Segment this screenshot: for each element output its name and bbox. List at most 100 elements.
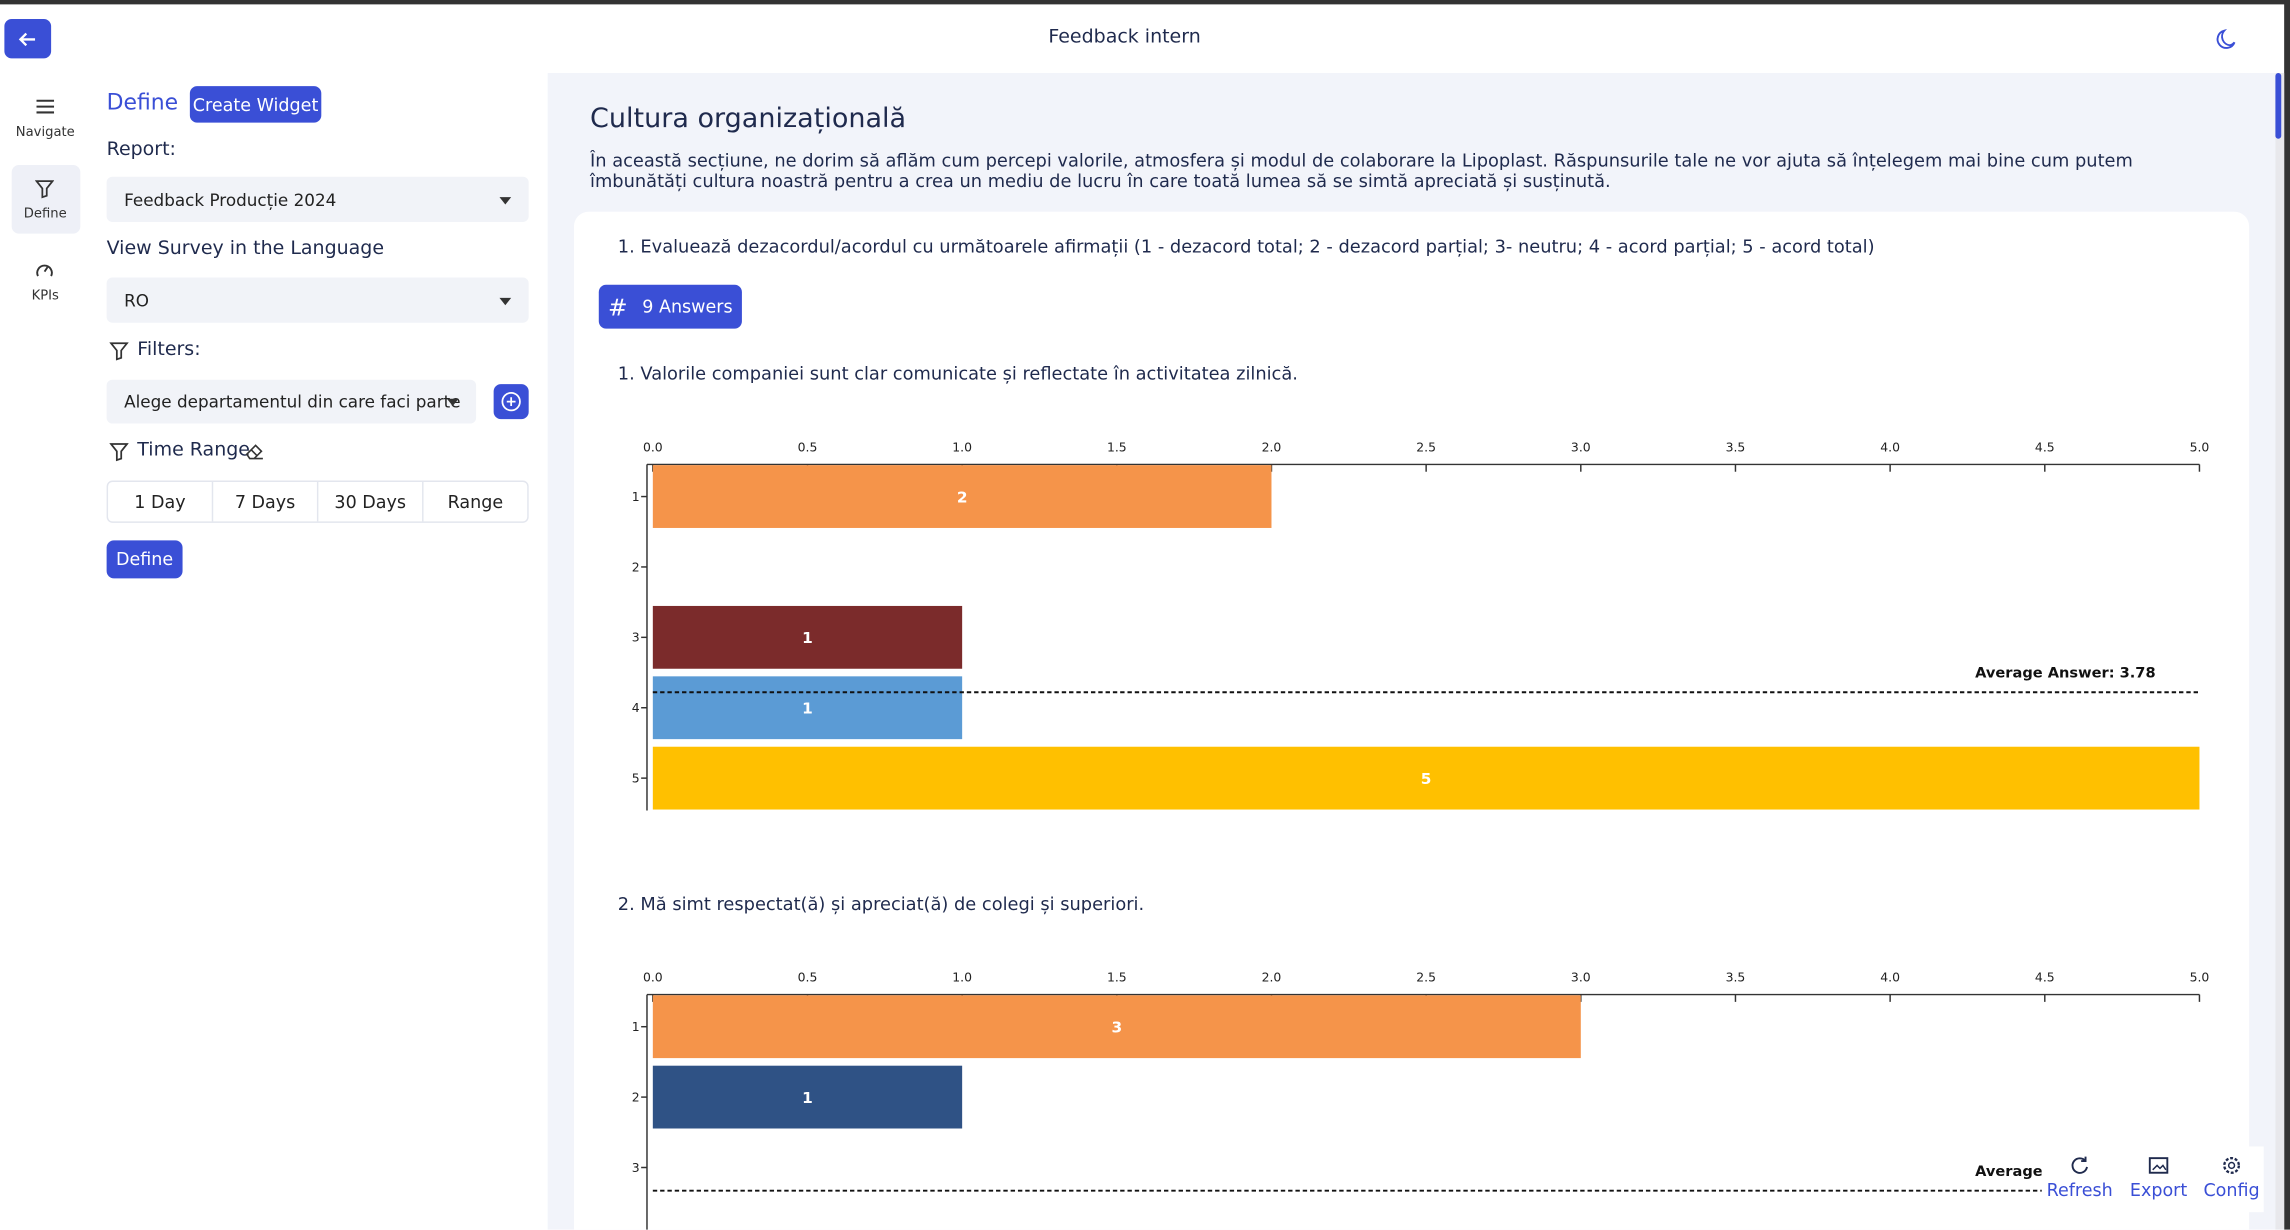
back-icon	[18, 32, 36, 46]
y-tick-label: 1	[632, 1019, 640, 1034]
chart-title: 2. Mă simt respectat(ă) și apreciat(ă) d…	[618, 894, 1144, 915]
x-tick-label: 5.0	[2190, 969, 2210, 984]
x-tick-label: 2.5	[1416, 969, 1436, 984]
bar-label: 1	[802, 629, 813, 647]
section-description: În această secțiune, ne dorim să aflăm c…	[590, 150, 2133, 192]
x-tick-label: 0.5	[798, 439, 818, 454]
x-tick-label: 4.5	[2035, 439, 2055, 454]
question-text: 1. Evaluează dezacordul/acordul cu următ…	[617, 236, 1875, 258]
section-title: Cultura organizațională	[590, 103, 907, 135]
y-tick-label: 2	[632, 1089, 640, 1104]
time-option[interactable]: 30 Days	[318, 481, 424, 522]
x-tick-label: 4.5	[2035, 969, 2055, 984]
plus-icon	[501, 391, 521, 412]
window-border	[2284, 0, 2290, 1230]
nav-item[interactable]: Define	[23, 207, 67, 222]
filter-icon	[109, 443, 129, 462]
panel-title: Define	[106, 89, 179, 116]
nav-item[interactable]: Navigate	[15, 125, 75, 141]
x-tick-label: 0.5	[798, 969, 818, 984]
export-icon	[2148, 1157, 2169, 1174]
y-tick-label: 1	[632, 489, 640, 504]
y-tick-label: 3	[632, 630, 640, 645]
report-select[interactable]: Feedback Producție 2024	[106, 176, 529, 222]
report-label: Report:	[106, 138, 176, 161]
x-tick-label: 1.5	[1107, 969, 1127, 984]
bar	[652, 465, 1272, 528]
time-option[interactable]: Range	[447, 491, 504, 512]
bar	[652, 995, 1581, 1059]
time-option[interactable]: 7 Days	[213, 481, 319, 522]
select-value: Feedback Producție 2024	[124, 189, 337, 210]
language-label: View Survey in the Language	[106, 238, 385, 260]
scroll-thumb[interactable]	[2275, 73, 2282, 139]
x-tick-label: 1.0	[952, 439, 972, 454]
bar	[652, 676, 963, 740]
bar-label: 5	[1421, 770, 1432, 788]
x-tick-label: 0.0	[643, 969, 663, 984]
bar-label: 2	[957, 488, 968, 506]
refresh-button[interactable]: Refresh	[2042, 1146, 2118, 1212]
y-tick-label: 2	[632, 559, 640, 574]
answers-button[interactable]: #9 Answers	[598, 284, 742, 329]
y-tick-label: 5	[632, 771, 640, 786]
hash-icon: #	[608, 292, 628, 321]
x-tick-label: 2.0	[1262, 439, 1282, 454]
toolbar: Refresh Export Config	[2041, 1146, 2264, 1213]
nav-active-bg	[11, 165, 81, 234]
back-button[interactable]	[4, 18, 52, 59]
nav-item[interactable]: KPIs	[31, 289, 59, 304]
config-button[interactable]: Config	[2199, 1146, 2263, 1212]
x-tick-label: 4.0	[1880, 439, 1900, 454]
select-value: RO	[124, 289, 150, 311]
define-button[interactable]: Define	[106, 540, 183, 579]
toolbar-label: Export	[2129, 1180, 2188, 1201]
clear-icon[interactable]	[244, 441, 264, 461]
bar	[652, 1065, 963, 1129]
x-tick-label: 2.0	[1262, 969, 1282, 984]
language-select[interactable]: RO	[106, 277, 529, 323]
export-button[interactable]: Export	[2121, 1146, 2197, 1212]
x-tick-label: 0.0	[643, 439, 663, 454]
config-icon	[2223, 1156, 2241, 1174]
window-border	[0, 0, 2290, 5]
bar	[652, 605, 963, 669]
average-label: Average Answer: 3.78	[1975, 665, 2156, 682]
define-icon	[35, 180, 55, 199]
x-tick-label: 1.0	[952, 969, 972, 984]
app-title: Feedback intern	[1048, 26, 1201, 49]
theme-toggle[interactable]	[2214, 28, 2237, 51]
x-tick-label: 3.0	[1571, 969, 1591, 984]
x-tick-label: 3.0	[1571, 439, 1591, 454]
time-option[interactable]: 1 Day	[108, 481, 214, 522]
filters-label: Filters:	[137, 338, 201, 361]
scrollbar	[2275, 73, 2285, 1230]
filter-select[interactable]: Alege departamentul din care faci parte	[106, 379, 477, 424]
filter-icon	[109, 342, 129, 361]
bar-label: 3	[1111, 1019, 1122, 1037]
y-tick-label: 4	[632, 700, 640, 715]
refresh-icon	[2071, 1156, 2088, 1174]
navigate-icon	[36, 99, 55, 114]
toolbar-label: Refresh	[2046, 1180, 2113, 1201]
toolbar-label: Config	[2203, 1180, 2260, 1201]
x-tick-label: 5.0	[2190, 439, 2210, 454]
x-tick-label: 3.5	[1726, 439, 1746, 454]
time-range-label: Time Range	[137, 439, 250, 462]
create-widget-button[interactable]: Create Widget	[189, 86, 322, 123]
bar-label: 1	[802, 1089, 813, 1107]
select-value: Alege departamentul din care faci parte	[124, 391, 461, 412]
chart-title: 1. Valorile companiei sunt clar comunica…	[618, 364, 1298, 385]
bar	[652, 746, 2200, 810]
x-tick-label: 4.0	[1880, 969, 1900, 984]
x-tick-label: 1.5	[1107, 439, 1127, 454]
bar-label: 1	[802, 700, 813, 718]
time-range-group: 1 Day 7 Days 30 Days Range	[106, 480, 529, 523]
x-tick-label: 2.5	[1416, 439, 1436, 454]
y-tick-label: 3	[632, 1160, 640, 1175]
add-filter-button[interactable]	[493, 384, 529, 420]
